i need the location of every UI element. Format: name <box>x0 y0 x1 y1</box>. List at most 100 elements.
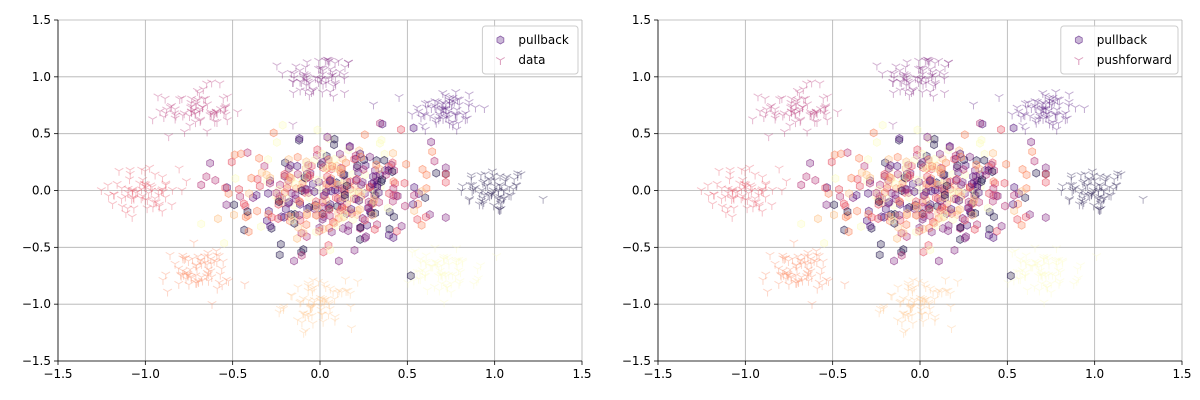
tri-down-point <box>300 312 310 321</box>
hexagon-point <box>972 160 981 170</box>
tri-down-point <box>913 278 924 287</box>
tri-down-point <box>346 325 357 334</box>
hexagon-point <box>853 206 861 216</box>
tri-down-point <box>923 56 933 65</box>
hexagon-point <box>330 154 339 164</box>
hexagon-point <box>922 195 931 205</box>
hexagon-point <box>243 148 252 158</box>
tri-down-point <box>148 116 158 125</box>
hexagon-point <box>342 181 351 191</box>
hexagon-point <box>989 184 998 194</box>
hexagon-point <box>427 137 436 147</box>
tri-down-point <box>477 187 487 196</box>
tri-down-point <box>792 87 802 96</box>
tri-down-point <box>193 279 204 288</box>
hexagon-point <box>237 149 245 159</box>
hexagon-point <box>909 179 917 189</box>
tri-down-point <box>1051 258 1061 267</box>
tri-down-point <box>1007 249 1017 258</box>
tri-down-point <box>888 121 898 130</box>
hexagon-point <box>930 134 939 144</box>
tri-down-point <box>1038 89 1048 98</box>
hexagon-point <box>927 227 936 237</box>
tri-down-point <box>431 105 441 114</box>
tri-down-point <box>293 317 303 326</box>
tri-down-point <box>318 67 328 76</box>
hexagon-point <box>837 149 845 159</box>
tri-down-point <box>444 97 454 106</box>
tri-down-point <box>414 108 424 117</box>
hexagon-point <box>338 154 347 164</box>
tri-down-point <box>1041 114 1051 123</box>
hexagon-point <box>366 152 374 162</box>
tri-down-point <box>1041 105 1051 114</box>
tri-down-point <box>937 289 947 298</box>
tri-down-point <box>763 288 773 297</box>
tri-down-point <box>928 93 938 102</box>
tri-down-point <box>479 105 489 114</box>
tri-down-point <box>1015 269 1025 278</box>
hexagon-point <box>305 193 314 203</box>
tri-down-point <box>1012 268 1022 277</box>
tri-down-point <box>328 83 338 91</box>
tri-down-point <box>203 253 213 262</box>
tri-down-point <box>309 284 319 293</box>
hexagon-point <box>1001 201 1009 211</box>
tri-down-point <box>439 106 449 115</box>
tri-down-point <box>170 115 180 124</box>
tri-down-point <box>181 275 191 284</box>
tri-down-point <box>442 284 452 293</box>
tri-down-point <box>278 305 288 314</box>
tri-down-point <box>189 239 199 248</box>
tri-down-point <box>769 110 780 119</box>
tri-down-point <box>821 104 831 113</box>
hexagon-point <box>253 206 261 216</box>
tri-down-point <box>161 271 171 280</box>
tri-down-point <box>412 104 422 113</box>
tri-down-point <box>441 114 451 123</box>
tri-down-point <box>762 106 772 115</box>
tri-down-point <box>206 255 216 264</box>
tri-down-point <box>438 105 448 114</box>
tri-down-point <box>439 253 449 262</box>
tri-down-point <box>203 277 214 286</box>
hexagon-point <box>368 179 376 189</box>
tri-down-point <box>754 203 764 212</box>
tri-down-point <box>431 119 441 128</box>
tri-down-point <box>323 311 334 320</box>
tri-down-point <box>907 303 917 312</box>
tri-down-point <box>309 87 319 96</box>
tri-down-point <box>895 67 905 76</box>
tri-down-point <box>240 281 250 290</box>
tri-down-point <box>445 100 455 109</box>
tri-down-point <box>202 80 212 89</box>
tri-down-point <box>786 99 796 108</box>
tri-down-point <box>181 254 191 263</box>
tri-down-point <box>770 106 780 115</box>
tri-down-point <box>325 57 335 66</box>
tri-down-point <box>191 101 201 110</box>
tri-down-point <box>1040 270 1050 279</box>
x-tick-label: 1.5 <box>572 367 591 381</box>
tri-down-point <box>353 278 363 287</box>
tri-down-point <box>1053 120 1064 129</box>
tri-down-point <box>823 278 834 287</box>
tri-down-point <box>930 79 940 88</box>
hexagon-point <box>323 172 332 182</box>
hexagon-point <box>1025 210 1034 220</box>
tri-down-point <box>888 79 898 87</box>
tri-down-point <box>150 195 160 204</box>
tri-down-point <box>994 93 1004 102</box>
tri-down-point <box>485 193 495 202</box>
hexagon-point <box>797 219 806 229</box>
hexagon-point <box>230 150 239 160</box>
tri-down-point <box>316 306 326 315</box>
hexagon-point <box>352 176 360 185</box>
tri-down-point <box>493 194 503 203</box>
tri-down-point <box>1079 178 1089 187</box>
hexagon-point <box>857 167 866 177</box>
hexagon-point <box>385 224 394 234</box>
tri-down-point <box>804 266 814 275</box>
tri-down-point <box>802 261 812 270</box>
hexagon-point <box>953 205 962 215</box>
